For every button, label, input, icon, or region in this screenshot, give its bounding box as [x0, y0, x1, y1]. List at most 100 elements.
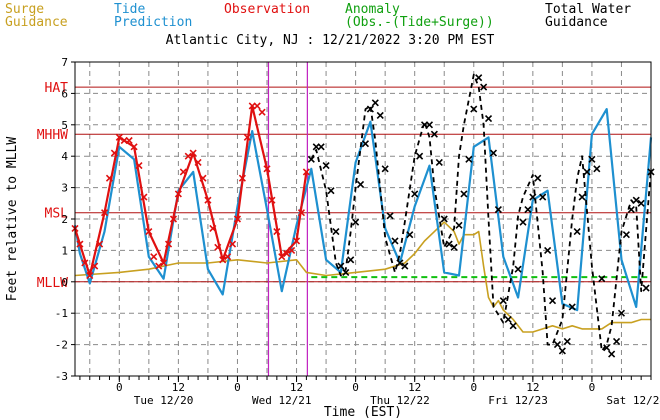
observation-point: [283, 249, 291, 258]
total-water-point: [386, 212, 394, 220]
total-water-point: [627, 206, 635, 214]
total-water-point: [632, 196, 640, 204]
observation-point: [100, 209, 109, 217]
observation-point: [160, 259, 168, 267]
legend-tide-prediction-line2: Prediction: [114, 15, 193, 30]
observation-point: [253, 102, 261, 110]
total-water-point: [603, 344, 611, 352]
observation-point: [209, 224, 217, 232]
series-surge-guidance: [74, 221, 651, 333]
x-tick-label: 0: [116, 381, 123, 394]
y-tick-label: 0: [61, 276, 68, 289]
total-water-point: [558, 347, 566, 355]
observation-point: [81, 259, 89, 267]
x-tick-label: 12: [290, 381, 303, 394]
legend-observation-line1: Observation: [224, 2, 311, 17]
total-water-point: [445, 240, 453, 248]
total-water-point: [425, 121, 434, 129]
observation-point: [292, 237, 301, 245]
total-water-point: [322, 162, 330, 170]
total-water-point: [396, 259, 404, 267]
legend-anomaly: Anomaly (Obs.-(Tide+Surge)): [345, 3, 494, 29]
total-water-point: [534, 174, 542, 182]
total-water-point: [593, 165, 601, 173]
total-water-point: [307, 155, 315, 163]
observation-point: [179, 168, 187, 176]
total-water-point: [450, 243, 458, 251]
total-water-point: [430, 130, 438, 138]
total-water-point: [391, 237, 399, 245]
total-water-point: [376, 111, 384, 119]
observation-point: [140, 193, 148, 201]
observation-point: [268, 196, 276, 204]
observation-point: [86, 271, 94, 280]
total-water-point: [381, 165, 389, 173]
observation-point: [115, 133, 123, 141]
total-water-point: [356, 180, 365, 189]
total-water-point: [548, 297, 557, 305]
observation-point: [164, 240, 173, 248]
total-water-point: [411, 190, 419, 198]
observation-point: [204, 196, 212, 204]
total-water-point: [598, 275, 606, 283]
total-water-point: [371, 99, 379, 107]
x-day-label: Thu 12/22: [370, 394, 430, 407]
x-tick-label: 0: [589, 381, 596, 394]
total-water-point: [361, 140, 370, 148]
observation-point: [150, 253, 158, 261]
total-water-point: [553, 341, 562, 349]
observation-point: [130, 143, 138, 151]
total-water-point: [465, 155, 473, 163]
legend-observation: Observation: [224, 3, 310, 16]
legend-tide-prediction: Tide Prediction: [114, 3, 192, 29]
total-water-point: [327, 187, 335, 195]
legend-tide-prediction-line1: Tide: [114, 2, 146, 17]
observation-point: [238, 174, 246, 182]
y-tick-label: 1: [61, 244, 68, 257]
total-water-point: [494, 206, 502, 214]
x-day-label: Sat 12/24: [606, 394, 660, 407]
observation-point: [189, 149, 197, 157]
total-water-point: [401, 262, 409, 270]
observation-point: [263, 165, 271, 173]
total-water-point: [435, 158, 443, 167]
legend-surge-guidance: Surge Guidance: [5, 3, 68, 29]
reference-label-mhhw: MHHW: [37, 128, 68, 143]
observation-point: [278, 253, 286, 261]
total-water-point: [475, 74, 483, 82]
observation-point: [96, 240, 104, 248]
x-tick-label: 0: [352, 381, 359, 394]
total-water-point: [529, 193, 537, 201]
x-tick-label: 0: [470, 381, 477, 394]
observation-point: [243, 133, 251, 141]
legend-total-water-guidance: Total Water Guidance: [545, 3, 631, 29]
observation-point: [273, 227, 281, 236]
observation-point: [76, 240, 84, 248]
x-tick-label: 12: [526, 381, 539, 394]
total-water-point: [509, 322, 517, 330]
legend-total-water-guidance-line1: Total Water: [545, 2, 632, 17]
total-water-point: [622, 231, 630, 239]
observation-point: [302, 168, 310, 176]
observation-point: [125, 136, 133, 145]
y-tick-label: 6: [61, 87, 68, 100]
observation-point: [228, 240, 237, 248]
observation-point: [184, 152, 192, 160]
total-water-point: [366, 105, 374, 113]
total-water-point: [480, 83, 488, 91]
y-tick-label: -2: [55, 339, 68, 352]
observation-point: [258, 108, 266, 116]
total-water-point: [440, 215, 448, 223]
observation-point: [224, 253, 232, 261]
observation-point: [91, 262, 99, 270]
total-water-point: [519, 218, 527, 226]
observation-point: [288, 246, 296, 254]
total-water-point: [504, 315, 512, 324]
y-tick-label: 5: [61, 119, 68, 132]
total-water-point: [637, 199, 645, 207]
y-tick-label: -1: [55, 307, 68, 320]
x-tick-label: 12: [172, 381, 185, 394]
observation-point: [135, 162, 143, 170]
total-water-point: [544, 246, 552, 254]
